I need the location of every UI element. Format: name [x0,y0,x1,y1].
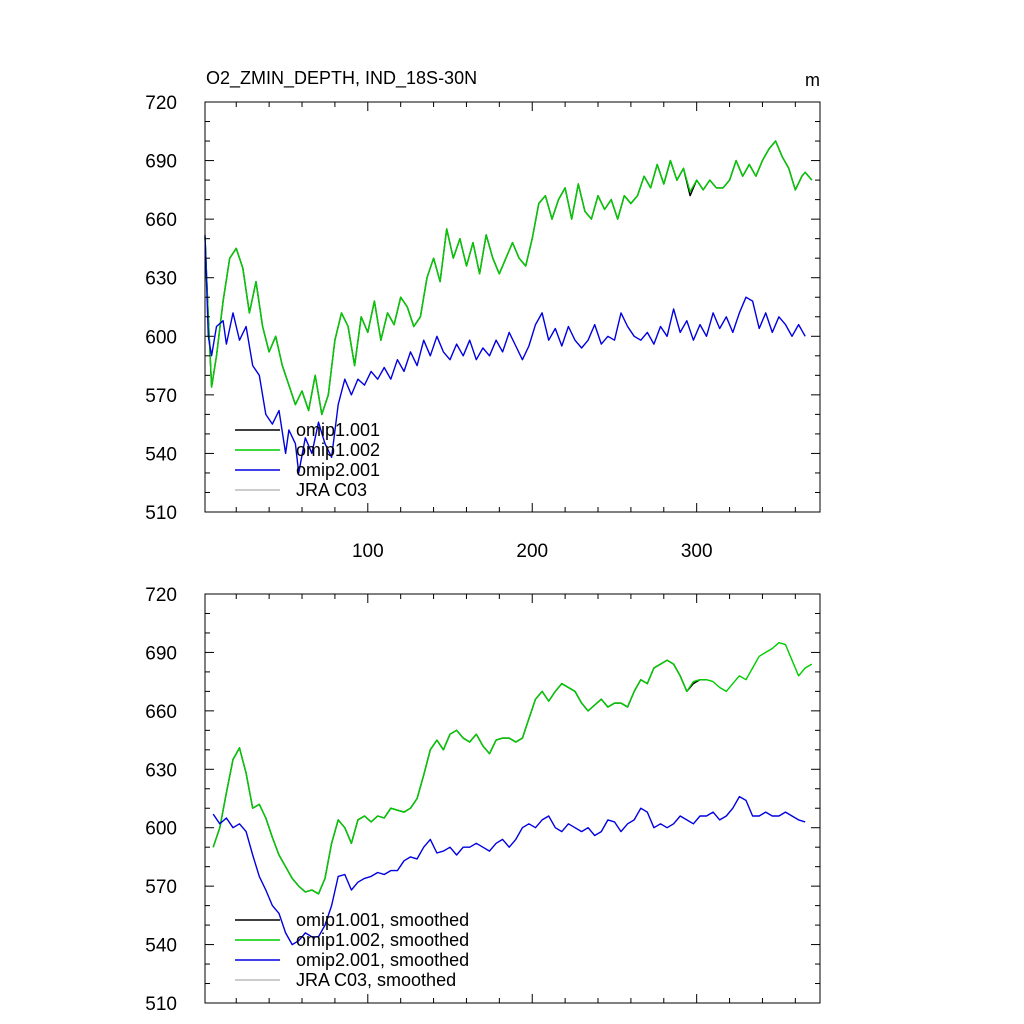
top-series-layer [204,140,813,474]
y-tick-label: 720 [145,93,177,114]
series-line-1 [204,140,813,416]
y-tick-label: 720 [145,585,177,606]
y-tick-label: 540 [145,936,177,957]
series-line-2 [204,140,813,416]
x-tick-label: 300 [681,541,713,562]
y-tick-label: 510 [145,503,177,524]
x-tick-label: 100 [352,541,384,562]
y-tick-label: 600 [145,327,177,348]
plot-frame [204,101,821,513]
legend-label: omip1.002, smoothed [296,930,469,950]
y-tick-label: 690 [145,152,177,173]
top-axes-layer: 510 540 570 600 630 660 690 720 100 200 300 [145,93,821,562]
legend-label: omip1.001, smoothed [296,910,469,930]
series-line-3 [212,795,806,946]
y-tick-label: 510 [145,994,177,1015]
top-panel: O2_ZMIN_DEPTH, IND_18S-30N m 510 540 570 60… [145,68,821,562]
series-line-2 [212,642,813,895]
legend-label: omip1.002 [296,440,380,460]
y-tick-label: 660 [145,210,177,231]
bottom-series-layer [212,642,813,946]
chart-title: O2_ZMIN_DEPTH, IND_18S-30N [206,68,477,89]
series-line-3 [204,234,806,474]
bottom-axes-layer: 510 540 570 600 630 660 690 720 [145,585,821,1015]
y-tick-label: 570 [145,386,177,407]
y-tick-label: 570 [145,877,177,898]
legend-label: omip2.001 [296,460,380,480]
y-tick-label: 630 [145,760,177,781]
legend-label: omip1.001 [296,420,380,440]
plot-frame [204,593,821,1004]
y-tick-label: 630 [145,269,177,290]
legend-label: JRA C03, smoothed [296,970,456,990]
y-tick-label: 660 [145,702,177,723]
y-tick-label: 690 [145,643,177,664]
bottom-panel: 510 540 570 600 630 660 690 720 omip1.001, smoo… [145,585,821,1015]
legend-label: JRA C03 [296,480,367,500]
legend-label: omip2.001, smoothed [296,950,469,970]
y-tick-label: 600 [145,819,177,840]
x-tick-label: 200 [516,541,548,562]
units-label: m [805,70,820,90]
y-tick-label: 540 [145,444,177,465]
